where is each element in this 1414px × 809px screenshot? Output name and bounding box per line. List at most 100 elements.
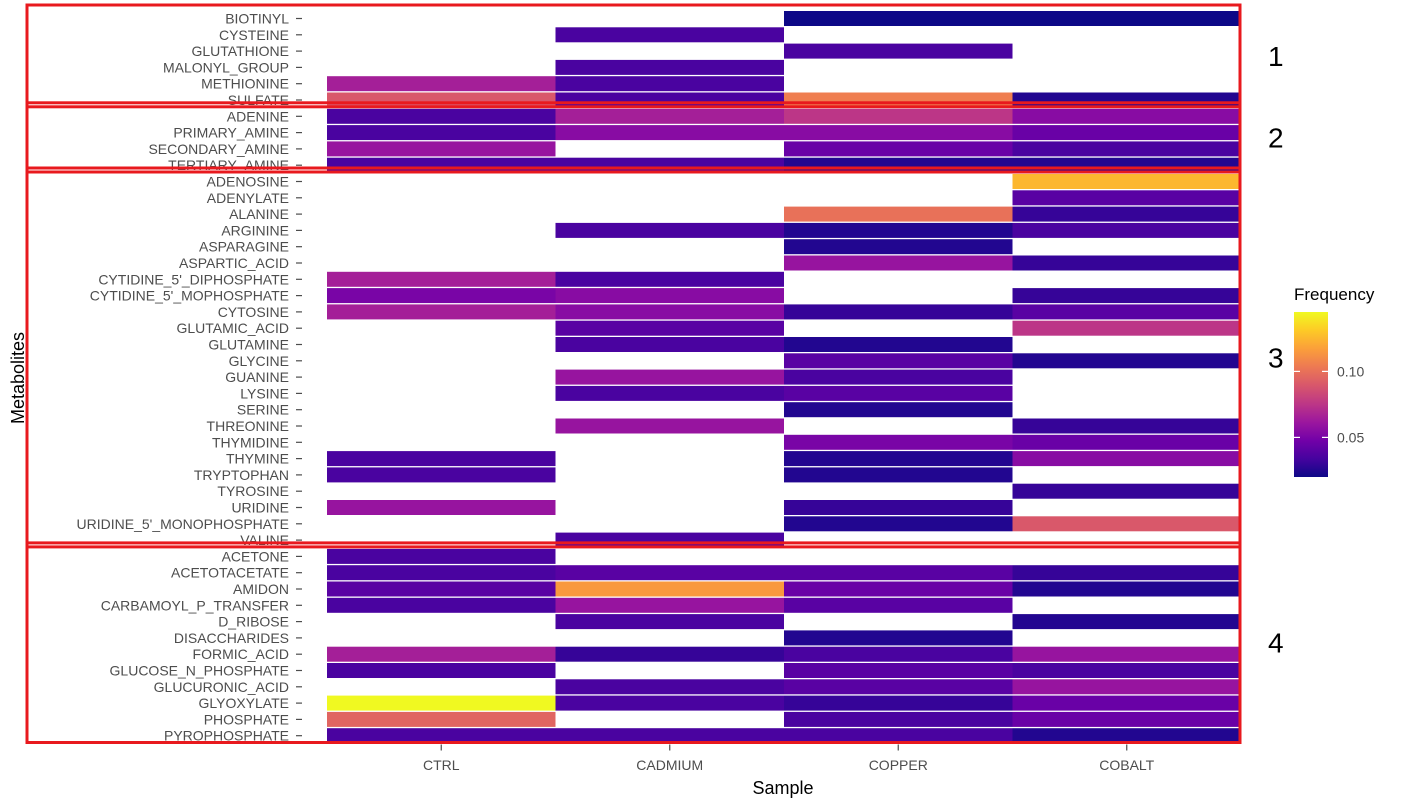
heatmap-cell [784, 597, 1013, 613]
heatmap-cell [1012, 516, 1241, 532]
y-tick-label: D_RIBOSE [218, 614, 289, 630]
heatmap-cell [1012, 141, 1241, 157]
heatmap-cell [327, 92, 556, 108]
y-tick-label: GLYCINE [229, 353, 289, 369]
heatmap-cell [327, 500, 556, 515]
y-tick-label: THYMIDINE [212, 434, 289, 450]
heatmap-cell [784, 663, 1013, 678]
y-tick-label: ADENINE [227, 108, 289, 124]
heatmap-cell [1012, 646, 1241, 662]
y-axis-ticks: BIOTINYLCYSTEINEGLUTATHIONEMALONYL_GROUP… [77, 11, 302, 744]
heatmap-cell [784, 500, 1013, 515]
heatmap-cell [784, 385, 1013, 401]
y-tick-label: CYSTEINE [219, 27, 289, 43]
heatmap-cell [555, 369, 784, 385]
heatmap-cell [1012, 288, 1241, 304]
y-tick-label: GUANINE [225, 369, 289, 385]
y-tick-label: BIOTINYL [225, 11, 289, 27]
y-tick-label: URIDINE_5'_MONOPHOSPHATE [77, 516, 289, 532]
heatmap-cell [1012, 92, 1241, 108]
heatmap-cell [784, 125, 1013, 141]
heatmap-cell [327, 728, 556, 744]
color-legend: Frequency 0.10 0.05 [1294, 285, 1375, 477]
heatmap-cell [1012, 695, 1241, 711]
y-tick-label: GLYOXYLATE [198, 695, 289, 711]
heatmap-cell [327, 271, 556, 287]
heatmap-cell [784, 402, 1013, 418]
heatmap-cell [1012, 353, 1241, 369]
heatmap-cell [555, 27, 784, 43]
heatmap-cell [327, 581, 556, 597]
y-tick-label: GLUTATHIONE [192, 43, 290, 59]
y-tick-label: ASPARAGINE [199, 239, 289, 255]
x-tick-label: COPPER [869, 757, 928, 773]
y-tick-label: URIDINE [231, 500, 289, 516]
y-tick-label: ACETOTACETATE [171, 565, 289, 581]
group-label: 2 [1268, 122, 1284, 153]
heatmap-cell [555, 565, 784, 581]
heatmap-cell [1012, 255, 1241, 271]
heatmap-cell [555, 695, 784, 711]
y-tick-label: LYSINE [240, 385, 289, 401]
group-label: 3 [1268, 342, 1284, 373]
y-tick-label: CYTIDINE_5'_DIPHOSPHATE [98, 271, 289, 287]
heatmap-cell [784, 108, 1013, 124]
heatmap-cell [1012, 679, 1241, 695]
group-box [25, 541, 1242, 745]
heatmap-cell [327, 695, 556, 711]
y-tick-label: CYTOSINE [218, 304, 289, 320]
heatmap-cell [327, 108, 556, 124]
heatmap-cell [327, 76, 556, 92]
heatmap-cell [784, 451, 1013, 467]
y-tick-label: DISACCHARIDES [174, 630, 289, 646]
heatmap-cell [1012, 222, 1241, 238]
heatmap-cell [1012, 11, 1241, 26]
heatmap-cell [555, 418, 784, 434]
heatmap-cell [327, 141, 556, 157]
heatmap-cell [784, 157, 1013, 173]
heatmap-cell [327, 548, 556, 564]
x-tick-label: COBALT [1099, 757, 1154, 773]
heatmap-cell [1012, 108, 1241, 124]
y-tick-label: CYTIDINE_5'_MOPHOSPHATE [90, 288, 289, 304]
heatmap-cell [1012, 206, 1241, 222]
heatmap-cell [784, 206, 1013, 222]
y-tick-label: PRIMARY_AMINE [173, 125, 289, 141]
y-tick-label: THYMINE [226, 451, 289, 467]
y-tick-label: PHOSPHATE [204, 711, 289, 727]
heatmap-cell [555, 597, 784, 613]
heatmap-cell [784, 222, 1013, 238]
x-tick-label: CTRL [423, 757, 460, 773]
heatmap-cell [784, 304, 1013, 320]
y-tick-label: SERINE [237, 402, 289, 418]
heatmap-cell [555, 581, 784, 597]
y-tick-label: GLUTAMIC_ACID [176, 320, 289, 336]
group-box [25, 3, 1242, 109]
y-tick-label: TRYPTOPHAN [194, 467, 289, 483]
y-tick-label: PYROPHOSPHATE [164, 728, 289, 744]
heatmap-cell [784, 239, 1013, 255]
y-tick-label: SECONDARY_AMINE [148, 141, 289, 157]
y-tick-label: ARGININE [221, 222, 289, 238]
heatmap-cell [327, 711, 556, 727]
heatmap-cell [1012, 418, 1241, 434]
heatmap-cell [784, 255, 1013, 271]
heatmap-cell [555, 304, 784, 320]
heatmap-cell [784, 581, 1013, 597]
y-tick-label: FORMIC_ACID [193, 646, 289, 662]
heatmap-cell [327, 451, 556, 467]
heatmap-cell [327, 288, 556, 304]
heatmap-cell [327, 565, 556, 581]
y-tick-label: MALONYL_GROUP [163, 59, 289, 75]
heatmap-cell [1012, 157, 1241, 173]
heatmap-cell [784, 630, 1013, 646]
heatmap-cell [555, 728, 784, 744]
group-boxes: 1 2 3 4 [25, 3, 1284, 745]
y-tick-label: ADENYLATE [207, 190, 289, 206]
heatmap-cell [555, 385, 784, 401]
heatmap-cell [327, 125, 556, 141]
heatmap-cell [327, 467, 556, 483]
heatmap-cell [1012, 483, 1241, 499]
y-tick-label: ALANINE [229, 206, 289, 222]
heatmap-cell [1012, 320, 1241, 336]
